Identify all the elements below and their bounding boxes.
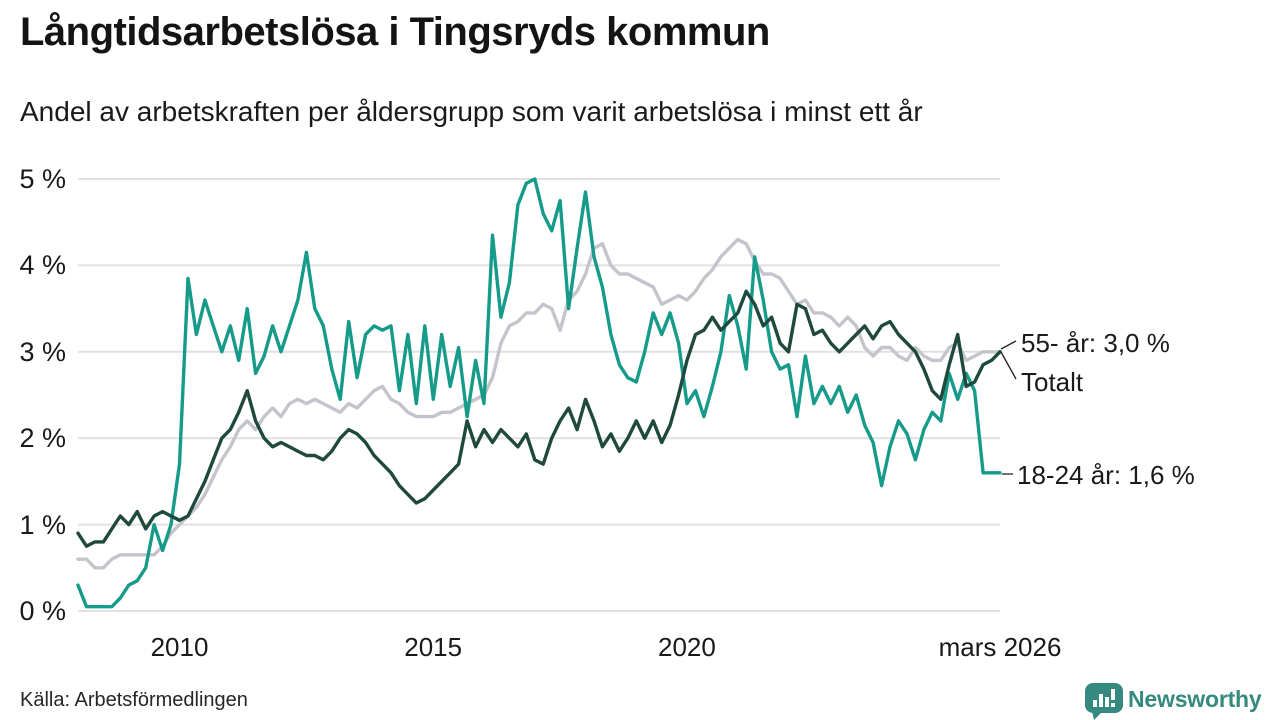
x-axis-tick-label: mars 2026 [938, 632, 1062, 662]
newsworthy-bubble-chart-icon [1085, 683, 1123, 720]
y-axis-tick-label: 2 % [19, 423, 66, 454]
page-subtitle: Andel av arbetskraften per åldersgrupp s… [20, 96, 923, 127]
y-axis-tick-label: 3 % [19, 336, 66, 367]
newsworthy-wordmark: Newsworthy [1128, 686, 1262, 712]
end-label-18-24-ar: 18-24 år: 1,6 % [1017, 460, 1195, 490]
series-line-55-r [76, 289, 1002, 548]
annotation-connector [1000, 340, 1017, 350]
series-line-18-24-r [76, 177, 1002, 609]
y-axis-tick-label: 5 % [19, 164, 66, 194]
annotation-connector [1000, 351, 1017, 380]
x-axis-tick-label: 2020 [657, 632, 716, 662]
y-axis-tick-label: 1 % [19, 509, 66, 540]
end-label-55-ar: 55- år: 3,0 % [1021, 328, 1170, 358]
x-axis-tick-label: 2015 [404, 632, 463, 662]
page-title: Långtidsarbetslösa i Tingsryds kommun [20, 10, 770, 54]
x-axis-tick-label: 2010 [150, 632, 209, 662]
source-note: Källa: Arbetsförmedlingen [20, 689, 248, 711]
series-line-totalt [76, 237, 1002, 570]
y-axis-tick-label: 0 % [19, 596, 66, 626]
newsworthy-brand: Newsworthy [1084, 682, 1262, 720]
end-label-totalt: Totalt [1021, 367, 1084, 397]
y-axis-tick-label: 4 % [19, 250, 66, 281]
